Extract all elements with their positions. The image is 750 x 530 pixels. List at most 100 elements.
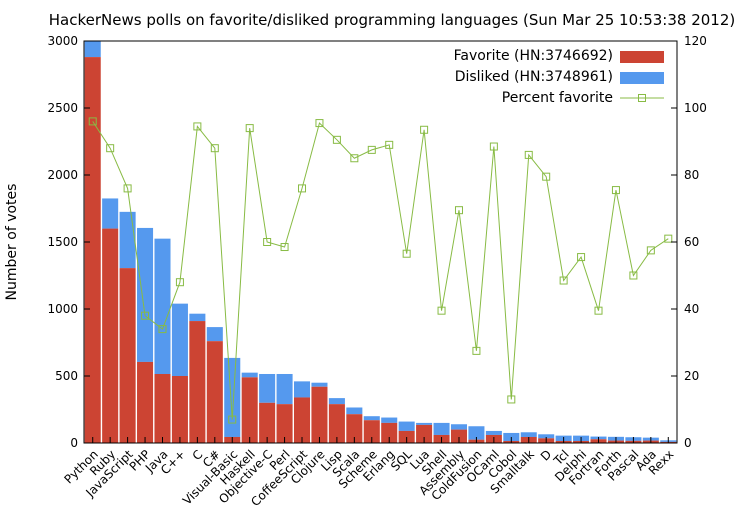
bar-favorite [102,228,119,443]
percent-point [385,140,394,149]
legend-label-percent: Percent favorite [502,90,613,106]
percent-point [577,253,586,262]
percent-point [123,184,132,193]
percent-point [332,135,341,144]
bar-favorite [293,397,311,443]
percent-point [263,238,272,246]
bar-disliked [276,373,293,405]
y2-tick-label: 100 [684,101,707,115]
percent-point [489,142,498,151]
bar-favorite [311,386,328,443]
bar-favorite [241,377,258,443]
bar-disliked [102,198,119,229]
bar-favorite [398,430,415,443]
legend-swatch-favorite [620,51,664,63]
bar-favorite [276,404,293,443]
bar-favorite [346,414,363,443]
bar-disliked [154,238,171,374]
y2-tick-label: 60 [684,235,699,249]
percent-point [559,276,568,285]
percent-point [298,184,307,193]
percent-point [158,325,167,334]
y-tick-label: 2000 [47,168,78,182]
bar-favorite [119,268,136,443]
bar-disliked [206,327,223,342]
y-axis-label: Number of votes [4,184,20,301]
y-tick-label: 3000 [47,34,78,48]
percent-point [542,172,551,181]
y-tick-label: 500 [55,369,78,383]
bar-disliked [171,303,188,376]
bar-disliked [468,426,485,440]
ticks-layer: 0 500 1000 1500 2000 2500 3000 0 20 40 60 80 100 120 [47,34,706,450]
bar-favorite [189,321,206,443]
bar-favorite [363,420,380,443]
bar-favorite [381,422,398,443]
category-label: D [538,447,554,463]
legend-marker-percent [638,94,646,102]
y2-tick-label: 120 [684,34,707,48]
bar-favorite [259,402,276,443]
bar-disliked [520,432,537,437]
bar-favorite [416,424,433,443]
y-tick-label: 1000 [47,302,78,316]
percent-point [141,311,150,320]
bar-favorite [137,361,154,443]
percent-point [88,117,97,126]
percent-point [420,125,429,134]
percent-point [524,150,533,159]
percent-point [454,206,463,215]
bar-favorite [328,404,345,443]
bar-favorite [84,57,101,443]
bar-disliked [503,432,520,441]
percent-point [210,144,219,153]
percent-point [193,122,202,131]
percent-point [646,246,655,255]
bar-disliked [538,434,555,439]
bar-disliked [450,424,468,430]
percent-point [245,124,254,133]
bar-disliked [137,227,154,362]
percent-point [175,278,184,287]
bar-disliked [293,381,311,398]
percent-point [402,249,411,258]
bar-disliked [311,382,328,387]
bar-disliked [416,422,433,425]
bar-disliked [381,417,398,423]
bar-favorite [154,373,171,443]
bar-disliked [346,407,363,415]
bar-disliked [224,357,241,437]
bar-favorite [450,429,468,443]
percent-point [472,346,481,355]
legend-swatch-disliked [620,72,664,84]
y2-tick-label: 80 [684,168,699,182]
bar-disliked [84,41,101,58]
chart-title: HackerNews polls on favorite/disliked pr… [49,11,735,29]
percent-point [350,154,359,163]
percent-point [437,306,446,315]
y-tick-label: 1500 [47,235,78,249]
percent-point [228,415,237,424]
bar-disliked [328,398,345,405]
bar-disliked [259,373,276,403]
percent-point [106,144,115,153]
legend: Favorite (HN:3746692) Disliked (HN:37489… [454,48,664,106]
bar-disliked [241,372,258,378]
bar-disliked [485,430,502,435]
y2-tick-label: 20 [684,369,699,383]
percent-point [280,243,289,252]
bar-disliked [189,313,206,322]
bar-disliked [363,416,380,421]
bar-favorite [171,376,188,443]
bar-disliked [398,421,415,431]
y2-tick-label: 0 [684,436,692,450]
bar-favorite [206,341,223,443]
percent-point [664,234,673,243]
percent-line [92,121,669,420]
bars-layer [84,41,677,443]
y2-tick-label: 40 [684,302,699,316]
percent-point [611,186,620,195]
